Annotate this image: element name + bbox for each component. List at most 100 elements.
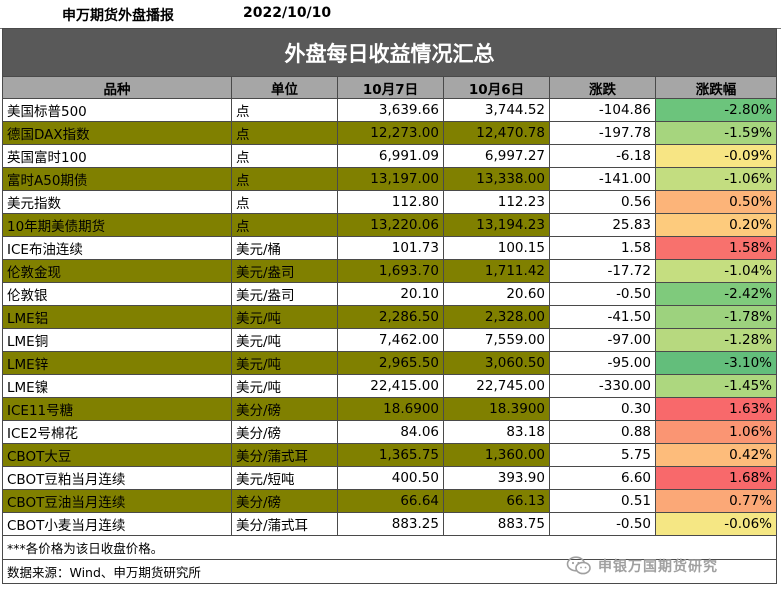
price-change: -197.78: [549, 121, 656, 145]
instrument-name: 英国富时100: [2, 144, 232, 168]
column-header-unit: 单位: [231, 76, 338, 99]
instrument-name: 伦敦银: [2, 282, 232, 306]
change-pct: -2.42%: [655, 282, 777, 306]
instrument-name: LME镍: [2, 374, 232, 398]
instrument-name: 富时A50期债: [2, 167, 232, 191]
instrument-unit: 点: [231, 213, 338, 237]
table-row: CBOT小麦当月连续 美分/蒲式耳 883.25 883.75 -0.50 -0.06%: [2, 512, 777, 536]
close-day2: 13,338.00: [443, 167, 550, 191]
close-day2: 3,744.52: [443, 98, 550, 122]
report-source-label: 申万期货外盘播报: [62, 8, 174, 24]
close-day2: 112.23: [443, 190, 550, 214]
close-day1: 112.80: [337, 190, 444, 214]
price-change: 0.30: [549, 397, 656, 421]
close-day1: 2,965.50: [337, 351, 444, 375]
instrument-name: ICE11号糖: [2, 397, 232, 421]
instrument-unit: 美元/吨: [231, 328, 338, 352]
close-day1: 13,197.00: [337, 167, 444, 191]
returns-table: 外盘每日收益情况汇总 品种 单位 10月7日 10月6日 涨跌 涨跌幅 美国标普…: [2, 28, 777, 584]
change-pct: 1.58%: [655, 236, 777, 260]
close-day1: 1,693.70: [337, 259, 444, 283]
instrument-name: 德国DAX指数: [2, 121, 232, 145]
change-pct: -1.45%: [655, 374, 777, 398]
close-day1: 6,991.09: [337, 144, 444, 168]
close-day1: 883.25: [337, 512, 444, 536]
table-row: ICE11号糖 美分/磅 18.6900 18.3900 0.30 1.63%: [2, 397, 777, 421]
instrument-name: LME铝: [2, 305, 232, 329]
instrument-unit: 点: [231, 121, 338, 145]
table-row: 英国富时100 点 6,991.09 6,997.27 -6.18 -0.09%: [2, 144, 777, 168]
close-day2: 18.3900: [443, 397, 550, 421]
instrument-name: CBOT大豆: [2, 443, 232, 467]
close-day1: 2,286.50: [337, 305, 444, 329]
table-row: LME铜 美元/吨 7,462.00 7,559.00 -97.00 -1.28%: [2, 328, 777, 352]
table-row: ICE布油连续 美元/桶 101.73 100.15 1.58 1.58%: [2, 236, 777, 260]
column-header-name: 品种: [2, 76, 232, 99]
price-change: -0.50: [549, 512, 656, 536]
column-header-change-pct: 涨跌幅: [655, 76, 777, 99]
table-row: LME镍 美元/吨 22,415.00 22,745.00 -330.00 -1.45%: [2, 374, 777, 398]
change-pct: 0.50%: [655, 190, 777, 214]
close-day1: 400.50: [337, 466, 444, 490]
instrument-unit: 点: [231, 167, 338, 191]
close-day2: 83.18: [443, 420, 550, 444]
change-pct: -2.80%: [655, 98, 777, 122]
change-pct: -0.09%: [655, 144, 777, 168]
close-day2: 1,711.42: [443, 259, 550, 283]
instrument-unit: 点: [231, 144, 338, 168]
instrument-name: CBOT小麦当月连续: [2, 512, 232, 536]
change-pct: -1.59%: [655, 121, 777, 145]
price-change: 6.60: [549, 466, 656, 490]
price-change: -97.00: [549, 328, 656, 352]
change-pct: -1.04%: [655, 259, 777, 283]
close-day2: 6,997.27: [443, 144, 550, 168]
table-row: LME铝 美元/吨 2,286.50 2,328.00 -41.50 -1.78%: [2, 305, 777, 329]
report-date: 2022/10/10: [243, 5, 332, 21]
price-change: 0.56: [549, 190, 656, 214]
change-pct: 1.63%: [655, 397, 777, 421]
change-pct: 0.20%: [655, 213, 777, 237]
price-change: 1.58: [549, 236, 656, 260]
close-day2: 3,060.50: [443, 351, 550, 375]
instrument-unit: 美元/吨: [231, 305, 338, 329]
close-day2: 883.75: [443, 512, 550, 536]
instrument-unit: 点: [231, 98, 338, 122]
change-pct: 1.68%: [655, 466, 777, 490]
price-change: 0.88: [549, 420, 656, 444]
change-pct: -0.06%: [655, 512, 777, 536]
table-row: LME锌 美元/吨 2,965.50 3,060.50 -95.00 -3.10%: [2, 351, 777, 375]
close-day1: 18.6900: [337, 397, 444, 421]
top-bar: 申万期货外盘播报 2022/10/10: [0, 0, 781, 29]
instrument-name: CBOT豆粕当月连续: [2, 466, 232, 490]
instrument-unit: 美元/桶: [231, 236, 338, 260]
instrument-unit: 美元/吨: [231, 351, 338, 375]
wechat-icon: [566, 556, 592, 576]
close-day2: 66.13: [443, 489, 550, 513]
close-day1: 84.06: [337, 420, 444, 444]
price-change: -95.00: [549, 351, 656, 375]
table-row: ICE2号棉花 美分/磅 84.06 83.18 0.88 1.06%: [2, 420, 777, 444]
price-change: 5.75: [549, 443, 656, 467]
column-header-change: 涨跌: [549, 76, 656, 99]
close-day2: 100.15: [443, 236, 550, 260]
table-row: CBOT豆粕当月连续 美元/短吨 400.50 393.90 6.60 1.68%: [2, 466, 777, 490]
change-pct: -3.10%: [655, 351, 777, 375]
change-pct: -1.28%: [655, 328, 777, 352]
close-day2: 20.60: [443, 282, 550, 306]
change-pct: 1.06%: [655, 420, 777, 444]
close-day2: 393.90: [443, 466, 550, 490]
price-change: -41.50: [549, 305, 656, 329]
price-change: -6.18: [549, 144, 656, 168]
close-day2: 7,559.00: [443, 328, 550, 352]
close-day1: 1,365.75: [337, 443, 444, 467]
close-day2: 1,360.00: [443, 443, 550, 467]
price-change: 25.83: [549, 213, 656, 237]
instrument-name: CBOT豆油当月连续: [2, 489, 232, 513]
change-pct: 0.77%: [655, 489, 777, 513]
close-day1: 22,415.00: [337, 374, 444, 398]
table-row: 10年期美债期货点 13,220.06 13,194.23 25.83 0.20%: [2, 213, 777, 237]
change-pct: -1.06%: [655, 167, 777, 191]
price-change: -330.00: [549, 374, 656, 398]
table-row: 美国标普500 点 3,639.66 3,744.52 -104.86 -2.80%: [2, 98, 777, 122]
column-header-day1: 10月7日: [337, 76, 444, 99]
